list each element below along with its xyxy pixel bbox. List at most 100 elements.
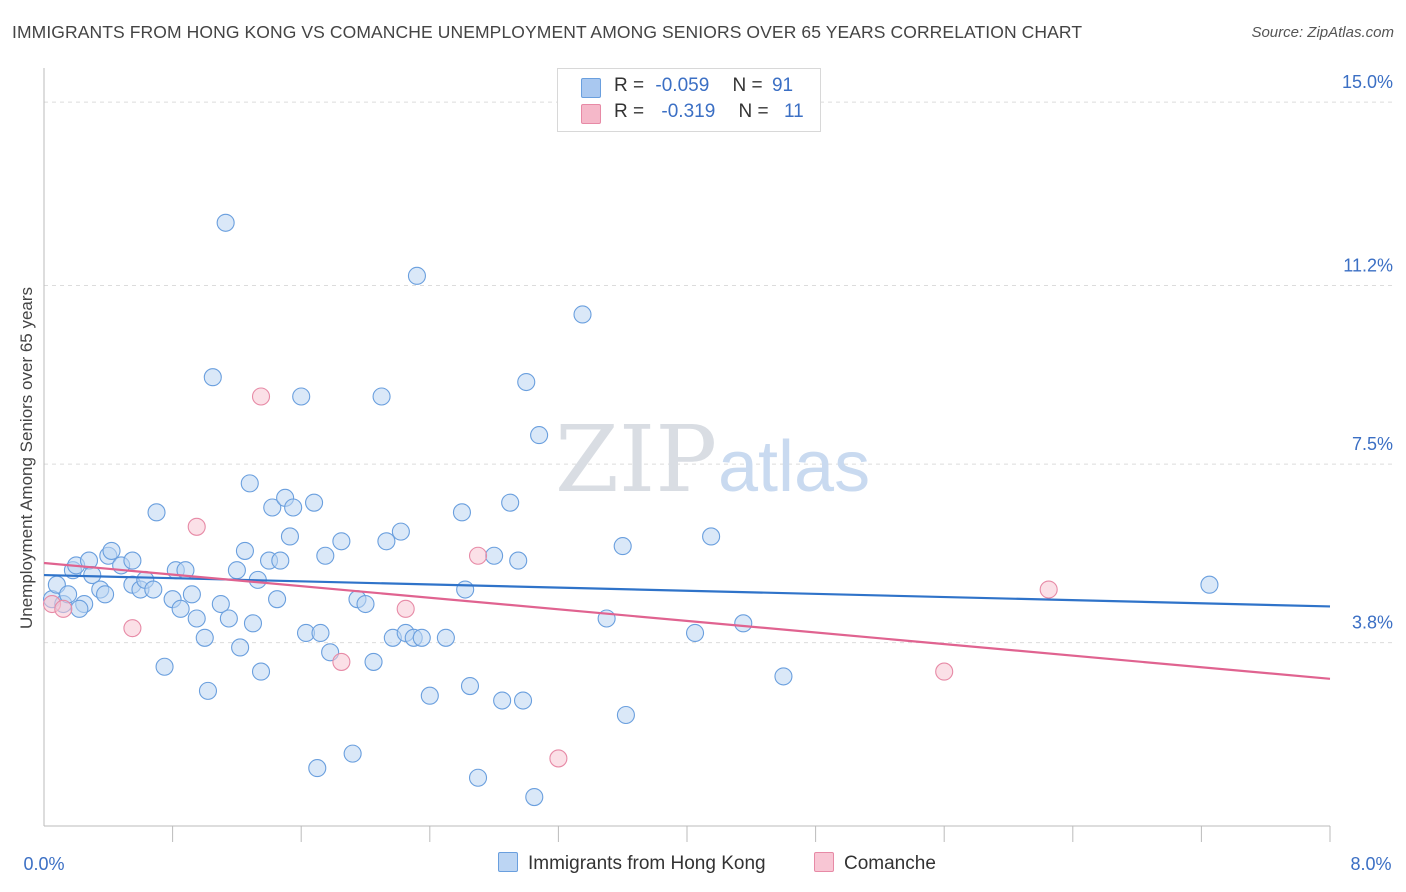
data-point [509, 551, 528, 570]
data-point [292, 387, 311, 406]
legend-r-label: R = [614, 101, 645, 122]
data-point [102, 541, 121, 560]
data-point [231, 638, 250, 657]
legend-swatch-hong-kong [498, 852, 518, 872]
data-point [182, 585, 201, 604]
data-point [525, 787, 544, 807]
data-point [513, 691, 533, 710]
trend-line-hong-kong [43, 573, 1331, 608]
trend-lines [43, 561, 1331, 680]
data-point [203, 368, 222, 387]
data-point [343, 744, 362, 763]
data-point [308, 759, 327, 778]
data-point [243, 614, 263, 633]
y-tick-label: 7.5% [1352, 434, 1393, 454]
data-point [251, 662, 271, 681]
legend-swatch-comanche [814, 852, 834, 872]
y-tick-label: 11.2% [1343, 256, 1393, 276]
watermark: ZIP atlas [555, 406, 870, 513]
data-point [280, 527, 299, 546]
x-tick-label-max: 8.0% [1350, 854, 1391, 874]
data-point [396, 599, 415, 618]
legend-r-value: -0.059 [655, 75, 710, 96]
data-point [171, 599, 190, 618]
data-point [616, 705, 635, 725]
data-point [70, 599, 89, 618]
data-point [240, 474, 259, 493]
data-point [332, 652, 351, 671]
data-point [305, 493, 324, 512]
data-point [468, 768, 488, 787]
data-point [702, 527, 721, 546]
data-point [227, 561, 246, 580]
data-point [263, 498, 282, 517]
y-tick-label: 3.8% [1352, 613, 1393, 633]
x-tick-label-min: 0.0% [23, 854, 64, 874]
legend-row-hong-kong: R = -0.059 N = 91 [581, 75, 794, 99]
data-point [195, 628, 214, 647]
data-point [364, 652, 383, 671]
data-point [1039, 580, 1058, 599]
grid-lines [44, 101, 1392, 644]
legend-r-value: -0.319 [661, 101, 716, 122]
legend-row-comanche: R = -0.319 N = 11 [581, 101, 804, 125]
data-point [198, 681, 218, 700]
data-point [377, 532, 396, 551]
watermark-atlas: atlas [718, 427, 870, 507]
data-point [144, 580, 163, 599]
data-point [391, 522, 410, 541]
chart-title: IMMIGRANTS FROM HONG KONG VS COMANCHE UN… [12, 22, 1083, 42]
trend-line-comanche [43, 561, 1331, 680]
data-point [452, 503, 472, 522]
axes [43, 68, 1331, 842]
watermark-zip: ZIP [555, 406, 717, 513]
data-point [96, 585, 115, 604]
data-point [123, 619, 142, 638]
legend-item-hong-kong[interactable]: Immigrants from Hong Kong [498, 852, 766, 878]
legend-n-label: N = [732, 75, 763, 96]
data-point [372, 387, 391, 406]
data-point [268, 590, 287, 609]
source-credit: Source: ZipAtlas.com [1251, 24, 1394, 41]
data-point [460, 677, 480, 696]
legend-swatch-comanche [581, 104, 601, 124]
data-point [311, 623, 330, 643]
data-point [935, 662, 954, 681]
data-point [485, 546, 504, 565]
data-point [468, 546, 488, 565]
correlation-legend: R = -0.059 N = 91 R = -0.319 N = 11 [557, 68, 821, 132]
legend-n-value: 91 [771, 75, 794, 96]
data-point [530, 426, 549, 445]
data-point [436, 628, 455, 647]
data-point [774, 667, 793, 686]
data-point [54, 599, 73, 618]
data-point [356, 594, 375, 614]
data-point [685, 623, 705, 643]
data-point [155, 657, 174, 676]
data-point [613, 537, 632, 556]
data-point [211, 594, 230, 614]
data-point [1200, 575, 1219, 594]
legend-r-label: R = [614, 75, 645, 96]
legend-n-label: N = [738, 101, 769, 122]
data-point [517, 372, 536, 392]
data-point [219, 609, 238, 628]
tick-labels: 3.8% 7.5% 11.2% 15.0% 0.0% 8.0% [23, 72, 1393, 874]
data-point [216, 213, 235, 232]
legend-label-hong-kong: Immigrants from Hong Kong [528, 853, 766, 874]
data-point [493, 691, 512, 710]
data-point [407, 266, 426, 285]
data-point [734, 614, 753, 633]
series-comanche [42, 387, 1058, 768]
data-point [123, 551, 142, 570]
legend-item-comanche[interactable]: Comanche [814, 852, 936, 878]
data-point [147, 503, 166, 522]
data-point [251, 387, 271, 406]
data-point [235, 541, 254, 560]
data-point [332, 532, 351, 551]
data-point [271, 551, 290, 570]
data-point [501, 493, 520, 512]
data-point [316, 546, 335, 565]
data-point [187, 517, 206, 536]
